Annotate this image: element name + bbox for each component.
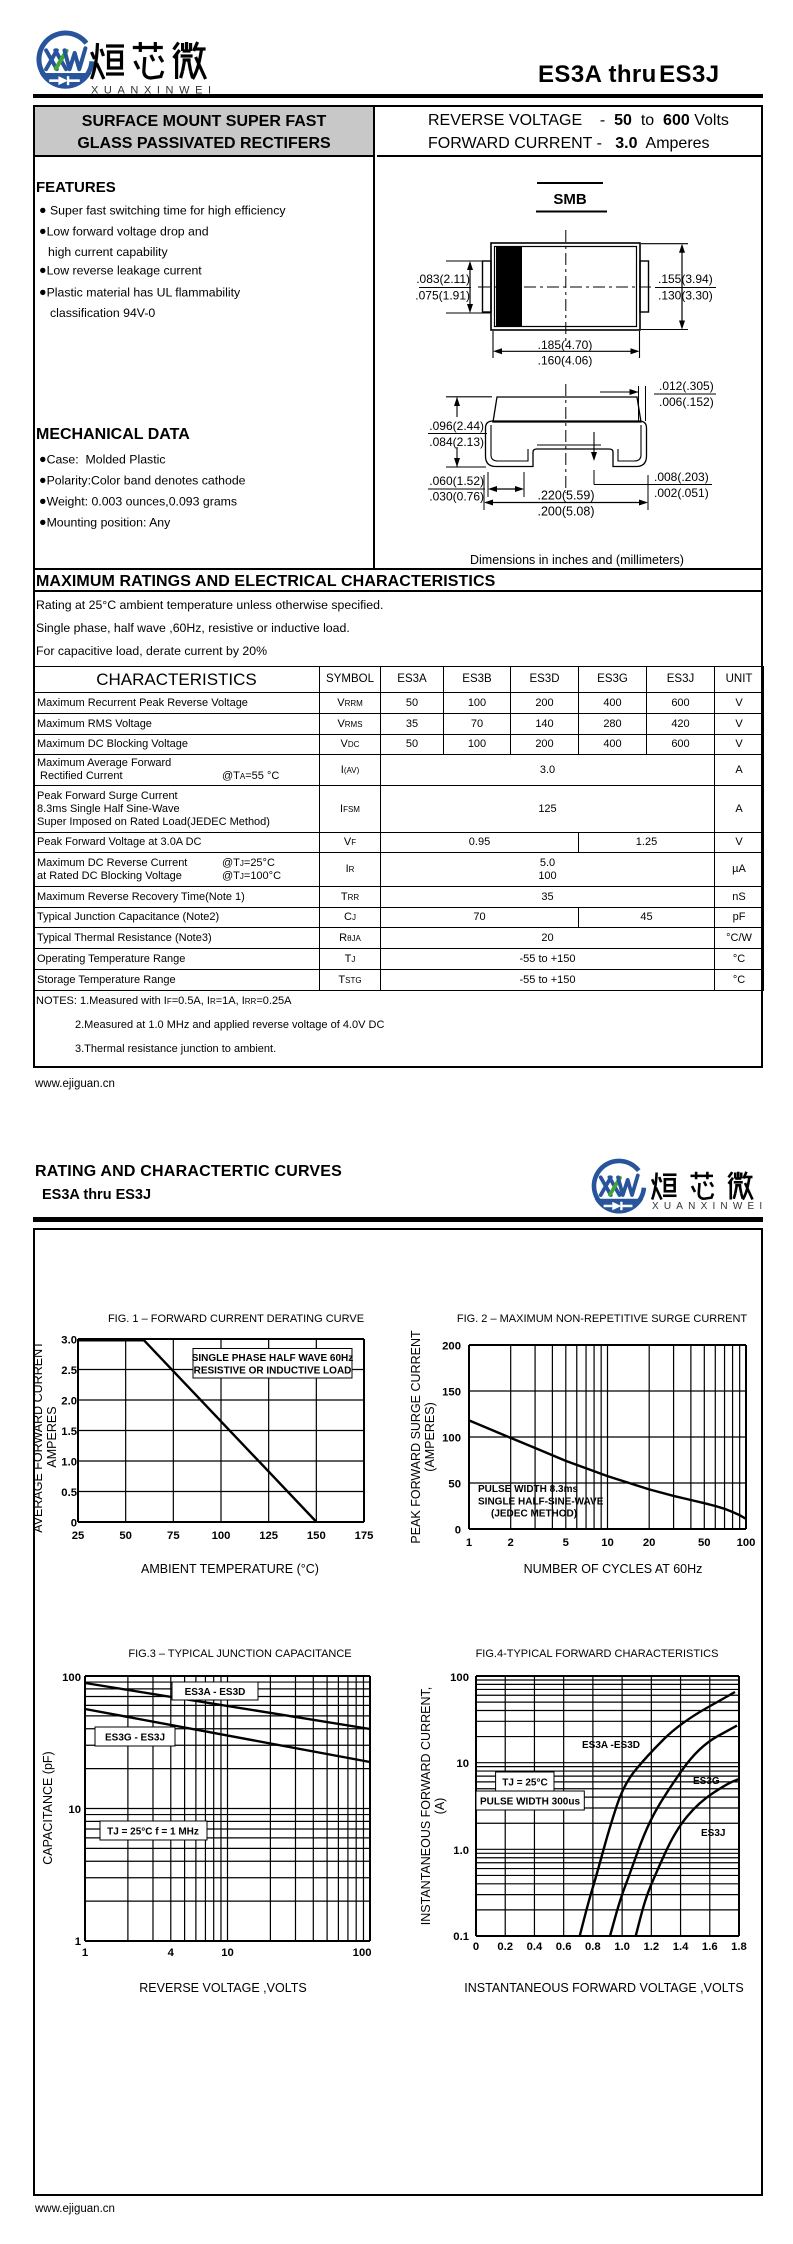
svg-text:5: 5 bbox=[563, 1537, 569, 1549]
svg-text:2: 2 bbox=[508, 1537, 514, 1549]
svg-text:SMB: SMB bbox=[553, 191, 587, 208]
svg-text:1.6: 1.6 bbox=[702, 1941, 718, 1953]
svg-text:0.5: 0.5 bbox=[61, 1487, 77, 1499]
svg-text:1.4: 1.4 bbox=[673, 1941, 689, 1953]
svg-text:1.0: 1.0 bbox=[61, 1457, 77, 1469]
svg-text:10: 10 bbox=[68, 1804, 81, 1816]
svg-text:.200(5.08): .200(5.08) bbox=[538, 505, 595, 519]
svg-text:.083(2.11): .083(2.11) bbox=[416, 272, 470, 286]
svg-text:0.6: 0.6 bbox=[556, 1941, 572, 1953]
svg-text:XUANXINWEI: XUANXINWEI bbox=[91, 85, 217, 97]
svg-text:150: 150 bbox=[307, 1530, 326, 1542]
svg-text:FIG.3 – TYPICAL JUNCTION CAPAC: FIG.3 – TYPICAL JUNCTION CAPACITANCE bbox=[128, 1648, 351, 1660]
svg-text:75: 75 bbox=[167, 1530, 180, 1542]
svg-text:.030(0.76): .030(0.76) bbox=[429, 490, 484, 504]
svg-text:(AMPERES): (AMPERES) bbox=[423, 1402, 437, 1471]
svg-text:2.0: 2.0 bbox=[61, 1396, 77, 1408]
svg-text:AVERAGE FORWARD CURRENT: AVERAGE FORWARD CURRENT bbox=[33, 1341, 45, 1533]
svg-text:.130(3.30): .130(3.30) bbox=[658, 289, 713, 303]
svg-text:.006(.152): .006(.152) bbox=[659, 395, 714, 409]
svg-text:1.0: 1.0 bbox=[453, 1845, 469, 1857]
svg-text:CAPACITANCE (pF): CAPACITANCE (pF) bbox=[41, 1751, 55, 1864]
svg-text:1: 1 bbox=[82, 1947, 88, 1959]
svg-text:.084(2.13): .084(2.13) bbox=[429, 435, 484, 449]
svg-text:TJ = 25°C: TJ = 25°C bbox=[502, 1778, 547, 1789]
svg-text:NUMBER OF CYCLES AT 60Hz: NUMBER OF CYCLES AT 60Hz bbox=[524, 1562, 703, 1576]
svg-text:0: 0 bbox=[455, 1525, 461, 1537]
svg-text:1.2: 1.2 bbox=[643, 1941, 659, 1953]
svg-text:1: 1 bbox=[466, 1537, 472, 1549]
svg-text:100: 100 bbox=[442, 1433, 461, 1445]
svg-text:PULSE WIDTH 300us: PULSE WIDTH 300us bbox=[480, 1797, 580, 1808]
svg-text:(A): (A) bbox=[433, 1798, 447, 1815]
svg-text:.185(4.70): .185(4.70) bbox=[538, 338, 593, 352]
svg-text:2.5: 2.5 bbox=[61, 1365, 77, 1377]
svg-text:10: 10 bbox=[601, 1537, 614, 1549]
svg-text:10: 10 bbox=[221, 1947, 234, 1959]
svg-text:.002(.051): .002(.051) bbox=[654, 486, 709, 500]
svg-text:0: 0 bbox=[71, 1518, 77, 1530]
svg-text:175: 175 bbox=[355, 1530, 374, 1542]
svg-text:3.0: 3.0 bbox=[61, 1335, 77, 1347]
svg-text:ES3G: ES3G bbox=[693, 1776, 720, 1787]
svg-text:0: 0 bbox=[473, 1941, 479, 1953]
svg-text:50: 50 bbox=[448, 1479, 461, 1491]
svg-text:100: 100 bbox=[353, 1947, 372, 1959]
svg-text:0.4: 0.4 bbox=[527, 1941, 543, 1953]
svg-text:25: 25 bbox=[72, 1530, 85, 1542]
svg-text:50: 50 bbox=[698, 1537, 711, 1549]
svg-text:ES3A - ES3D: ES3A - ES3D bbox=[185, 1687, 246, 1698]
svg-text:RESISTIVE OR INDUCTIVE LOAD: RESISTIVE OR INDUCTIVE LOAD bbox=[194, 1366, 352, 1377]
svg-text:.155(3.94): .155(3.94) bbox=[658, 272, 713, 286]
svg-text:.160(4.06): .160(4.06) bbox=[538, 354, 593, 368]
svg-text:REVERSE VOLTAGE ,VOLTS: REVERSE VOLTAGE ,VOLTS bbox=[139, 1981, 306, 1995]
svg-text:SINGLE HALF-SINE-WAVE: SINGLE HALF-SINE-WAVE bbox=[478, 1497, 604, 1508]
svg-text:FIG. 1 – FORWARD CURRENT DERAT: FIG. 1 – FORWARD CURRENT DERATING CURVE bbox=[108, 1313, 364, 1325]
svg-text:100: 100 bbox=[212, 1530, 231, 1542]
svg-text:SINGLE PHASE HALF WAVE 60Hz: SINGLE PHASE HALF WAVE 60Hz bbox=[192, 1353, 354, 1364]
svg-text:1.8: 1.8 bbox=[731, 1941, 747, 1953]
svg-text:100: 100 bbox=[737, 1537, 756, 1549]
svg-text:125: 125 bbox=[259, 1530, 278, 1542]
svg-text:.075(1.91): .075(1.91) bbox=[415, 289, 470, 303]
svg-text:PEAK FORWARD SURGE CURRENT: PEAK FORWARD SURGE CURRENT bbox=[409, 1330, 423, 1544]
svg-text:10: 10 bbox=[456, 1758, 469, 1770]
svg-text:AMPERES: AMPERES bbox=[45, 1406, 59, 1467]
svg-text:200: 200 bbox=[442, 1341, 461, 1353]
svg-text:ES3A -ES3D: ES3A -ES3D bbox=[582, 1740, 640, 1751]
svg-text:Dimensions in inches and (mill: Dimensions in inches and (millimeters) bbox=[470, 553, 684, 567]
svg-text:.060(1.52): .060(1.52) bbox=[429, 474, 484, 488]
svg-text:.096(2.44): .096(2.44) bbox=[429, 419, 484, 433]
svg-text:1.5: 1.5 bbox=[61, 1426, 77, 1438]
svg-text:100: 100 bbox=[62, 1672, 81, 1684]
svg-text:.012(.305): .012(.305) bbox=[659, 379, 714, 393]
svg-text:FIG. 2 – MAXIMUM NON-REPETITIV: FIG. 2 – MAXIMUM NON-REPETITIVE SURGE CU… bbox=[457, 1313, 748, 1325]
svg-text:1.0: 1.0 bbox=[614, 1941, 630, 1953]
svg-text:INSTANTANEOUS FORWARD VOLTAGE: INSTANTANEOUS FORWARD VOLTAGE ,VOLTS bbox=[464, 1981, 743, 1995]
svg-text:150: 150 bbox=[442, 1387, 461, 1399]
svg-text:(JEDEC METHOD): (JEDEC METHOD) bbox=[491, 1509, 577, 1520]
svg-text:0.1: 0.1 bbox=[453, 1931, 469, 1943]
svg-text:.008(.203): .008(.203) bbox=[654, 470, 709, 484]
svg-text:.220(5.59): .220(5.59) bbox=[538, 489, 595, 503]
svg-text:ES3J: ES3J bbox=[701, 1828, 725, 1839]
svg-text:50: 50 bbox=[119, 1530, 132, 1542]
svg-text:FIG.4-TYPICAL FORWARD CHARACTE: FIG.4-TYPICAL FORWARD CHARACTERISTICS bbox=[476, 1648, 719, 1660]
svg-text:ES3G - ES3J: ES3G - ES3J bbox=[105, 1733, 165, 1744]
svg-text:PULSE WIDTH 8.3ms: PULSE WIDTH 8.3ms bbox=[478, 1484, 578, 1495]
svg-text:AMBIENT TEMPERATURE (°C): AMBIENT TEMPERATURE (°C) bbox=[141, 1562, 319, 1576]
svg-text:TJ = 25°C f = 1 MHz: TJ = 25°C f = 1 MHz bbox=[107, 1827, 199, 1838]
svg-text:XUANXINWEI: XUANXINWEI bbox=[652, 1201, 767, 1212]
svg-text:20: 20 bbox=[643, 1537, 656, 1549]
svg-text:4: 4 bbox=[168, 1947, 175, 1959]
svg-text:0.2: 0.2 bbox=[497, 1941, 513, 1953]
svg-text:0.8: 0.8 bbox=[585, 1941, 601, 1953]
svg-text:100: 100 bbox=[450, 1672, 469, 1684]
svg-text:INSTANTANEOUS FORWARD CURRENT,: INSTANTANEOUS FORWARD CURRENT, bbox=[419, 1687, 433, 1925]
svg-text:1: 1 bbox=[75, 1936, 81, 1948]
